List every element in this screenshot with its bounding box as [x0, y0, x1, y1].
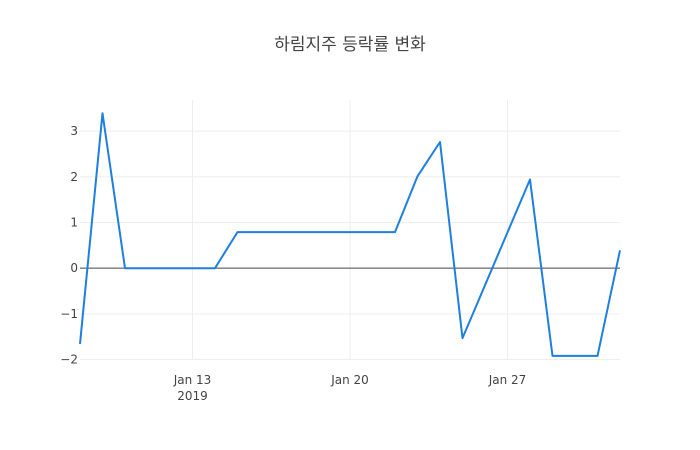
x-tick-label: Jan 20 [330, 373, 369, 387]
x-axis-ticks: Jan 13 2019 Jan 20 Jan 27 [173, 373, 527, 403]
y-tick-label: 1 [70, 215, 78, 229]
x-tick-label: Jan 13 [173, 373, 212, 387]
gridlines [80, 100, 620, 361]
data-series [79, 112, 621, 357]
chart-title: 하림지주 등락률 변화 [274, 35, 426, 55]
y-tick-label: 2 [70, 170, 78, 184]
y-tick-label: −1 [60, 307, 78, 321]
series-line [79, 112, 621, 357]
x-tick-year-label: 2019 [177, 389, 208, 403]
x-tick-label: Jan 27 [488, 373, 527, 387]
y-tick-label: 3 [70, 124, 78, 138]
y-tick-label: −2 [60, 353, 78, 367]
y-axis-ticks: 3 2 1 0 −1 −2 [60, 124, 78, 366]
y-tick-label: 0 [70, 261, 78, 275]
